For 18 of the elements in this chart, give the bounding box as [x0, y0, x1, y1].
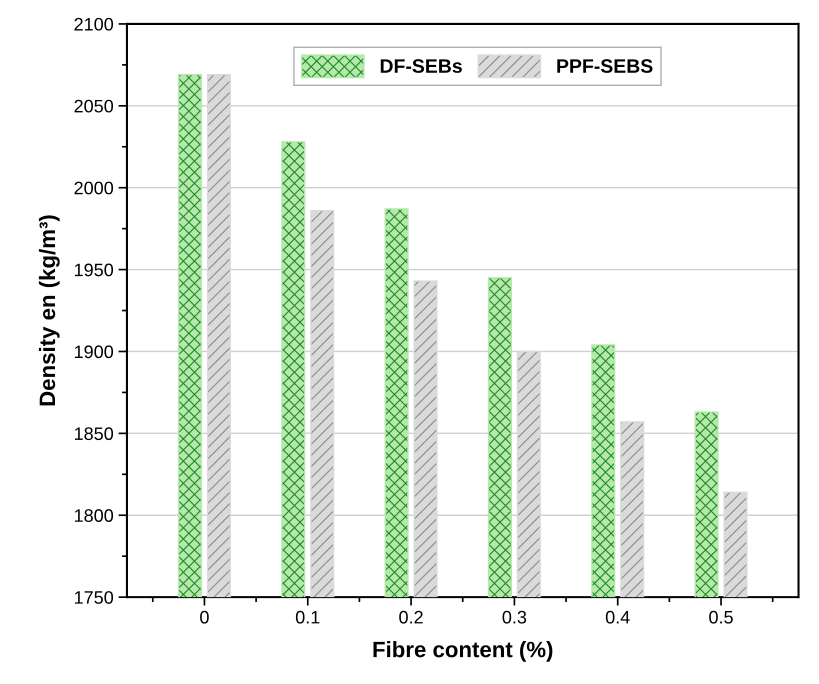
x-tick-label: 0.2 — [399, 610, 423, 624]
y-axis-title: Density en (kg/m³) — [38, 215, 60, 406]
y-tick-label: 2100 — [74, 18, 114, 31]
y-tick-label: 1750 — [74, 591, 114, 604]
y-tick-label: 1900 — [74, 345, 114, 358]
x-tick-label: 0.5 — [709, 610, 733, 624]
x-tick-label: 0 — [200, 610, 209, 624]
y-tick-label: 1950 — [74, 264, 114, 276]
legend-label: PPF-SEBS — [557, 59, 652, 73]
x-tick-label: 0.3 — [502, 610, 526, 624]
x-axis-title: Fibre content (%) — [373, 641, 552, 662]
x-tick-label: 0.4 — [606, 610, 630, 624]
x-tick-label: 0.1 — [296, 610, 320, 624]
y-tick-label: 1800 — [74, 509, 114, 522]
y-tick-label: 2000 — [74, 182, 114, 194]
y-tick-label: 1850 — [74, 427, 114, 440]
y-tick-label: 2050 — [74, 100, 114, 113]
legend-label: DF-SEBs — [380, 59, 462, 73]
